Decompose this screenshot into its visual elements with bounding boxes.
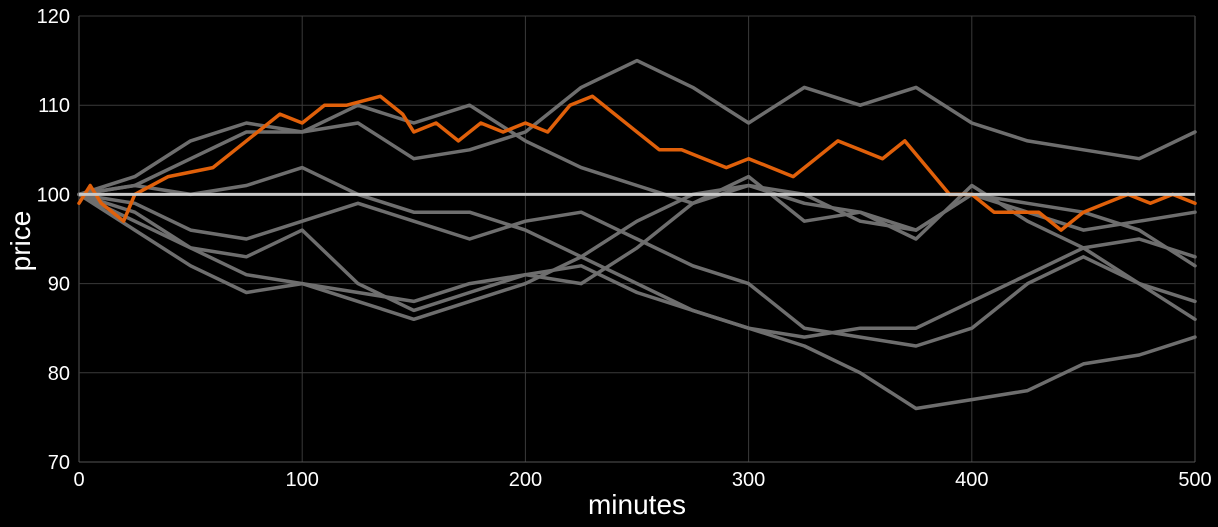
y-axis-title: price bbox=[5, 211, 36, 272]
series-line bbox=[77, 174, 1197, 313]
series-line bbox=[77, 192, 1197, 348]
x-tick-label: 300 bbox=[732, 469, 765, 491]
y-tick-label: 110 bbox=[38, 95, 70, 117]
series-line bbox=[77, 58, 1197, 197]
tick-labels: 0 100 200 300 400 500 70 80 90 100 110 120 bbox=[37, 6, 1212, 491]
x-tick-label: 500 bbox=[1178, 469, 1211, 491]
y-tick-label: 90 bbox=[48, 274, 70, 296]
x-axis-title: minutes bbox=[588, 489, 686, 520]
y-tick-label: 70 bbox=[48, 452, 70, 474]
y-tick-label: 120 bbox=[37, 6, 70, 28]
x-tick-label: 100 bbox=[286, 469, 319, 491]
highlighted-series-line bbox=[77, 94, 1197, 232]
series-lines bbox=[77, 58, 1197, 411]
series-line bbox=[77, 192, 1197, 411]
x-tick-label: 400 bbox=[955, 469, 988, 491]
y-tick-label: 100 bbox=[37, 184, 70, 206]
x-tick-label: 200 bbox=[509, 469, 542, 491]
series-line bbox=[77, 183, 1197, 322]
series-line bbox=[77, 165, 1197, 339]
y-tick-label: 80 bbox=[48, 363, 70, 385]
x-tick-label: 0 bbox=[73, 469, 84, 491]
